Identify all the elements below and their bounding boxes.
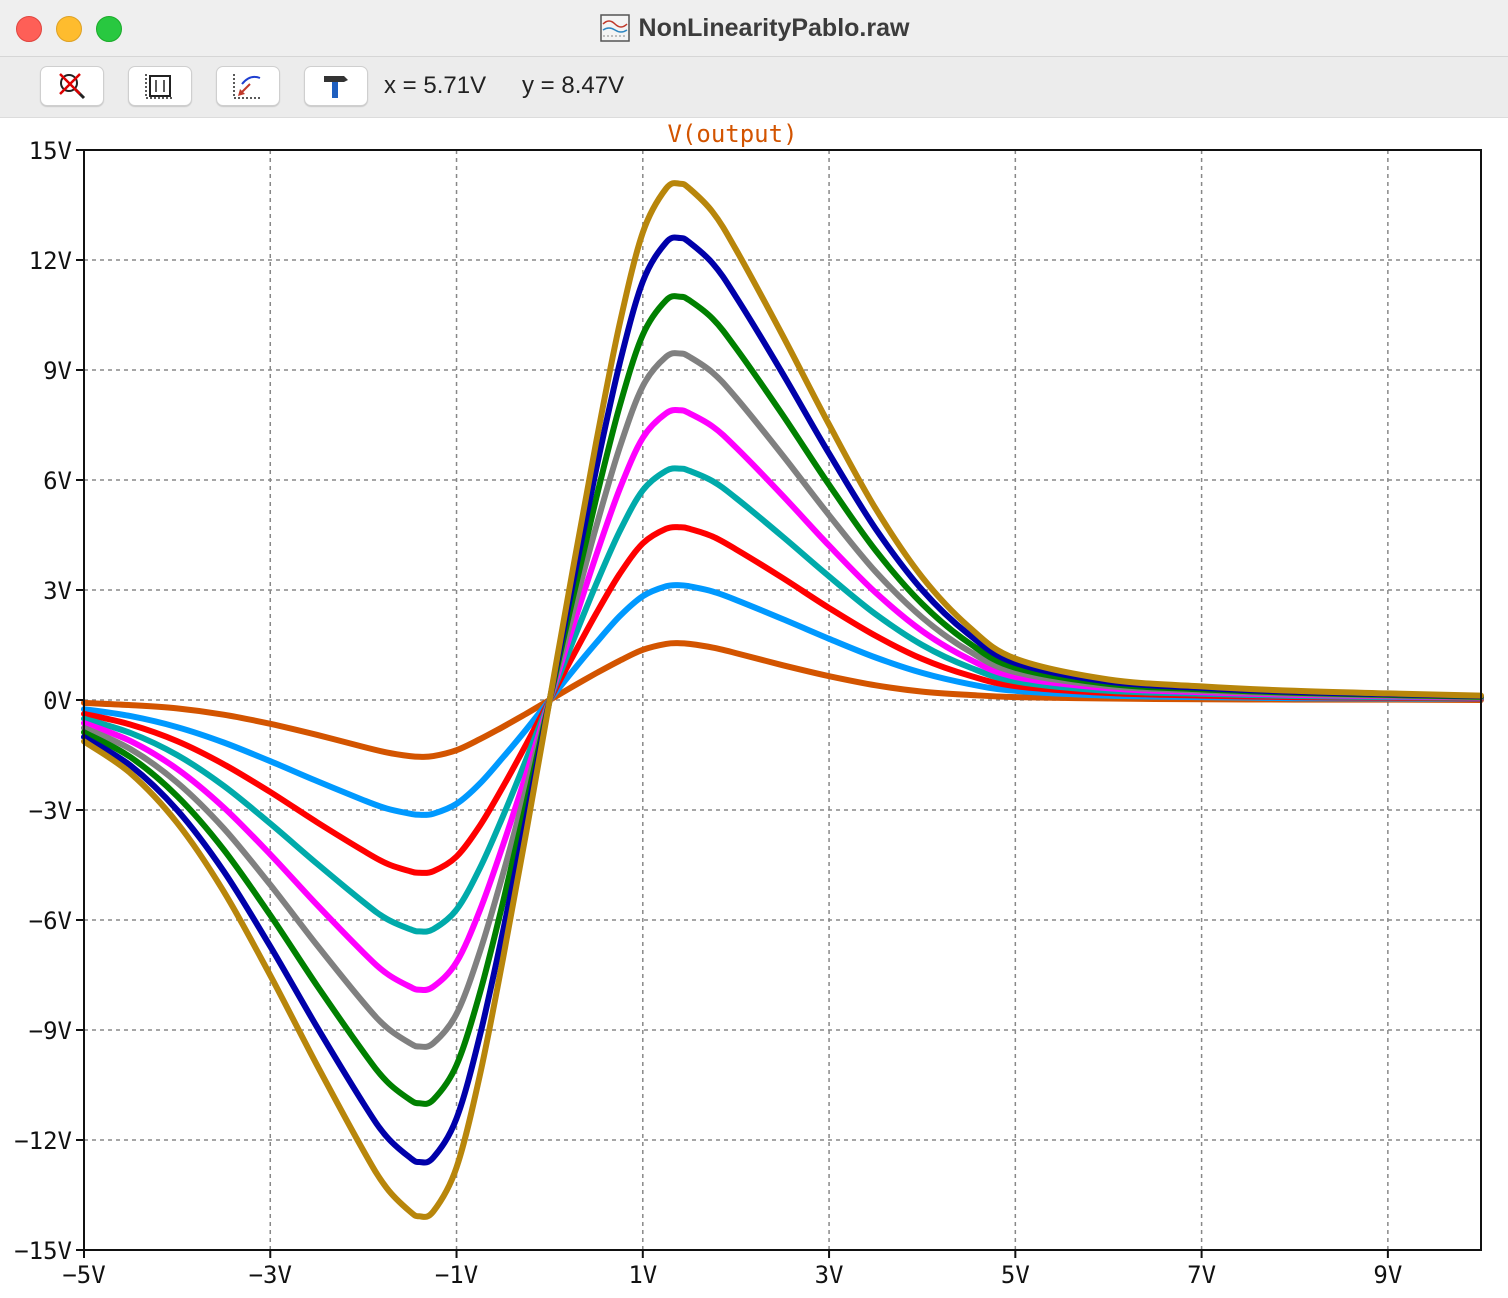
tools-button[interactable] <box>304 66 368 106</box>
y-tick-label: −15V <box>14 1237 72 1265</box>
series-lines <box>81 180 1484 1220</box>
x-tick-label: 3V <box>815 1261 844 1289</box>
y-tick-label: −6V <box>29 907 72 935</box>
axis-ticks: −5V −3V −1V 1V 3V 5V 7V 9V 15V 12V 9V 6V 3V 0V −3V −6V −… <box>14 137 1402 1289</box>
x-tick-label: 7V <box>1187 1261 1216 1289</box>
series-line-7 <box>81 524 1484 876</box>
zoom-window-button[interactable] <box>96 16 122 42</box>
series-line-9 <box>81 640 1484 760</box>
zoom-full-extents-button[interactable] <box>128 66 192 106</box>
y-tick-label: 9V <box>43 357 72 385</box>
y-tick-label: 3V <box>43 577 72 605</box>
series-line-1 <box>81 180 1484 1220</box>
plot-area[interactable]: −5V −3V −1V 1V 3V 5V 7V 9V 15V 12V 9V 6V 3V 0V −3V −6V −… <box>0 118 1508 1298</box>
zoom-to-fit-button[interactable] <box>216 66 280 106</box>
title-bar[interactable]: NonLinearityPablo.raw <box>0 0 1508 57</box>
zoom-fit-icon <box>233 74 262 99</box>
series-line-4 <box>81 350 1484 1050</box>
y-tick-label: −12V <box>14 1127 72 1155</box>
zoom-extents-icon <box>145 74 174 99</box>
cursor-x-readout: x = 5.71V <box>384 72 487 99</box>
x-tick-label: 5V <box>1001 1261 1030 1289</box>
y-tick-label: 12V <box>29 247 72 275</box>
series-line-3 <box>81 293 1484 1107</box>
window-title: NonLinearityPablo.raw <box>638 13 910 42</box>
close-window-button[interactable] <box>16 16 42 42</box>
series-line-6 <box>81 465 1484 935</box>
waveform-file-icon <box>599 14 630 42</box>
cursor-y-readout: y = 8.47V <box>522 72 625 99</box>
trace-title[interactable]: V(output) <box>667 120 797 148</box>
y-tick-label: 6V <box>43 467 72 495</box>
y-tick-label: −3V <box>29 797 72 825</box>
series-line-8 <box>81 582 1484 818</box>
x-tick-label: 1V <box>628 1261 657 1289</box>
zoom-cancel-button[interactable] <box>40 66 104 106</box>
y-tick-label: 0V <box>43 687 72 715</box>
zoom-cancel-icon <box>59 73 86 100</box>
x-tick-label: −5V <box>62 1261 105 1289</box>
y-tick-label: −9V <box>29 1017 72 1045</box>
x-tick-label: 9V <box>1373 1261 1402 1289</box>
x-tick-label: −1V <box>435 1261 478 1289</box>
series-line-2 <box>81 234 1484 1166</box>
window-title-group: NonLinearityPablo.raw <box>0 0 1508 56</box>
y-tick-label: 15V <box>29 137 72 165</box>
hammer-icon <box>324 76 348 98</box>
series-line-5 <box>81 407 1484 993</box>
x-tick-label: −3V <box>249 1261 292 1289</box>
plot-toolbar: x = 5.71V y = 8.47V <box>0 57 1508 118</box>
minimize-window-button[interactable] <box>56 16 82 42</box>
